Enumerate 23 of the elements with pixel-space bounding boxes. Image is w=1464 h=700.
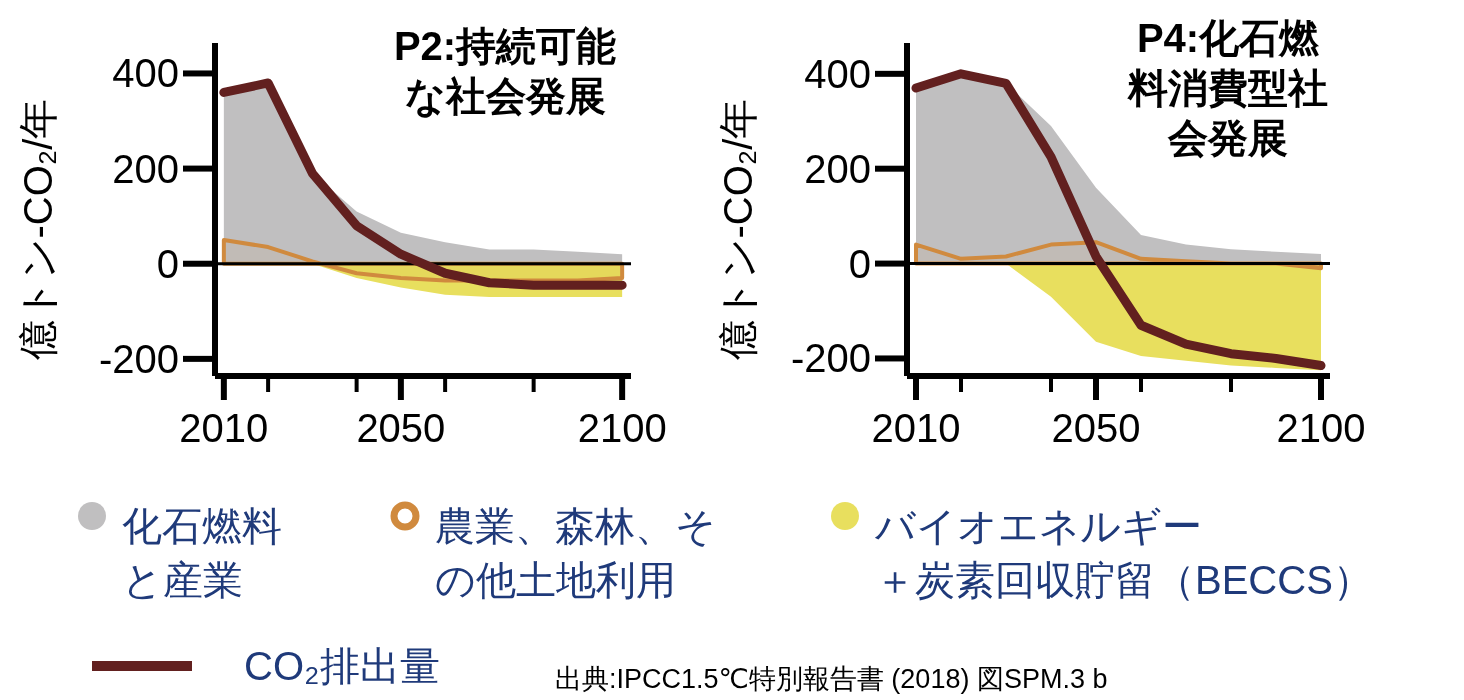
y-tick-label: 200 — [804, 146, 871, 191]
chart-title: P2:持続可能な社会発展 — [393, 24, 617, 118]
source-note: 出典:IPCC1.5℃特別報告書 (2018) 図SPM.3 b — [555, 664, 1108, 694]
y-tick-label: -200 — [98, 336, 179, 381]
legend-label: 農業、森林、その他土地利用 — [435, 504, 716, 602]
legend-label: CO₂排出量 — [244, 644, 440, 688]
x-tick-label: 2010 — [871, 406, 961, 450]
x-tick-label: 2050 — [356, 406, 446, 450]
x-tick-label: 2100 — [577, 406, 667, 450]
x-tick-label: 2010 — [179, 406, 269, 450]
y-tick-label: 400 — [112, 51, 179, 96]
text: P4:化石燃料消費型社会発展 — [1127, 16, 1328, 160]
y-tick-label: 400 — [804, 51, 871, 96]
x-tick-label: 2050 — [1051, 406, 1141, 450]
y-axis-title: 億トン-CO₂/年 — [16, 98, 60, 361]
legend-label: 化石燃料と産業 — [122, 504, 282, 602]
y-tick-label: 0 — [156, 241, 179, 286]
y-axis-title: 億トン-CO₂/年 — [716, 98, 760, 361]
y-tick-label: -200 — [790, 336, 871, 381]
y-tick-label: 200 — [112, 146, 179, 191]
legend-label: バイオエネルギー＋炭素回収貯留（BECCS） — [874, 504, 1373, 602]
y-tick-label: 0 — [848, 241, 871, 286]
x-tick-label: 2100 — [1276, 406, 1366, 450]
